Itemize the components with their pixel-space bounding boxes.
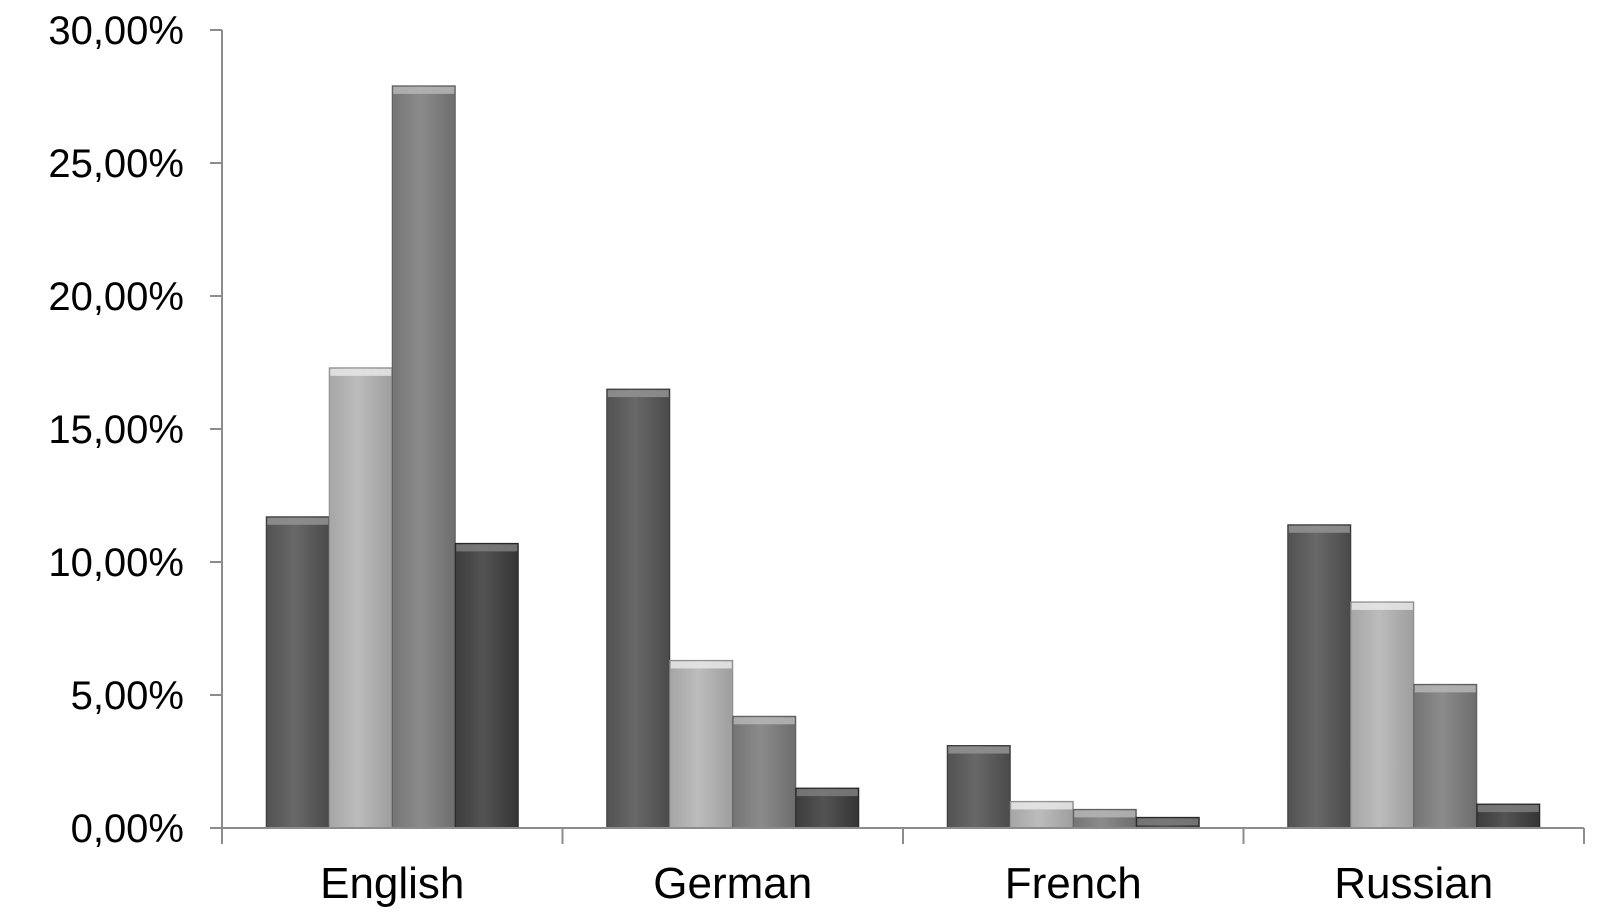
bar-cap-french-series-4	[1137, 818, 1199, 826]
bar-cap-russian-series-2	[1351, 602, 1413, 610]
y-tick-label: 30,00%	[48, 9, 184, 53]
axes-layer	[210, 29, 1585, 844]
y-tick-label: 20,00%	[48, 275, 184, 319]
y-tick-label: 0,00%	[71, 807, 184, 851]
bar-german-series-2	[669, 659, 734, 829]
bar-german-series-3	[732, 715, 797, 829]
bar-cap-german-series-2	[670, 661, 732, 669]
bar-cap-russian-series-1	[1288, 525, 1350, 533]
bar-russian-series-3	[1413, 683, 1478, 829]
bar-english-series-4	[454, 542, 519, 829]
y-tick-label: 25,00%	[48, 142, 184, 186]
bar-cap-french-series-2	[1011, 802, 1073, 810]
bar-french-series-1	[946, 745, 1011, 829]
bar-cap-german-series-1	[607, 390, 669, 398]
x-category-label-english: English	[320, 859, 464, 908]
x-category-label-german: German	[653, 859, 812, 908]
bar-cap-french-series-1	[948, 746, 1010, 754]
y-tick-label: 10,00%	[48, 541, 184, 585]
y-tick-label: 5,00%	[71, 674, 184, 718]
y-tick-label: 15,00%	[48, 408, 184, 452]
bar-english-series-1	[265, 516, 330, 829]
bar-cap-english-series-4	[456, 544, 518, 552]
bar-cap-german-series-4	[796, 789, 858, 797]
bar-german-series-1	[606, 388, 671, 829]
bar-cap-german-series-3	[733, 717, 795, 725]
bar-cap-english-series-3	[393, 86, 455, 94]
bar-cap-english-series-2	[330, 368, 392, 376]
x-category-label-french: French	[1005, 859, 1142, 908]
bar-english-series-2	[328, 367, 393, 829]
x-category-label-russian: Russian	[1334, 859, 1493, 908]
bar-cap-french-series-3	[1074, 810, 1136, 818]
bar-cap-english-series-1	[267, 517, 329, 525]
bar-russian-series-2	[1350, 601, 1415, 829]
bar-russian-series-1	[1287, 524, 1352, 829]
bars-layer	[265, 85, 1541, 829]
bar-cap-russian-series-4	[1477, 805, 1539, 813]
bar-english-series-3	[391, 85, 456, 829]
labels-layer: 0,00% 5,00% 10,00% 15,00% 20,00% 25,00% 30,00%…	[48, 9, 1493, 908]
bar-cap-russian-series-3	[1414, 685, 1476, 693]
